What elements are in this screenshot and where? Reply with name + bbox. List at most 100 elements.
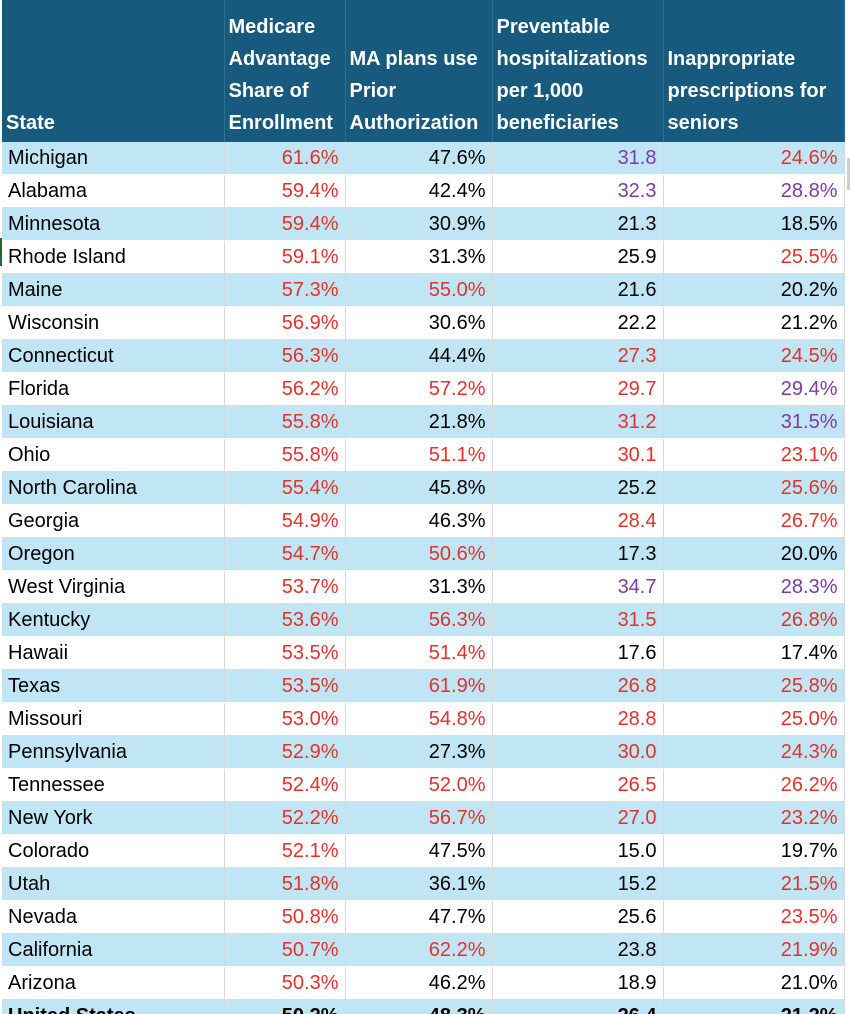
state-cell[interactable]: Rhode Island: [2, 240, 225, 274]
state-cell[interactable]: Utah: [2, 867, 225, 901]
state-cell[interactable]: Colorado: [2, 834, 225, 868]
state-cell[interactable]: Georgia: [2, 504, 225, 538]
ma-share-cell[interactable]: 53.7%: [224, 570, 346, 604]
hospitalizations-cell[interactable]: 21.6: [492, 273, 664, 307]
prior-auth-cell[interactable]: 45.8%: [345, 471, 493, 505]
state-cell[interactable]: West Virginia: [2, 570, 225, 604]
prescriptions-cell[interactable]: 21.5%: [663, 867, 845, 901]
prior-auth-cell[interactable]: 42.4%: [345, 174, 493, 208]
ma-share-cell[interactable]: 53.6%: [224, 603, 346, 637]
prior-auth-cell[interactable]: 50.6%: [345, 537, 493, 571]
prescriptions-cell[interactable]: 23.5%: [663, 900, 845, 934]
hospitalizations-cell[interactable]: 25.2: [492, 471, 664, 505]
state-cell[interactable]: Louisiana: [2, 405, 225, 439]
hospitalizations-cell[interactable]: 25.9: [492, 240, 664, 274]
prior-auth-cell[interactable]: 51.1%: [345, 438, 493, 472]
scrollbar-edge[interactable]: [847, 158, 850, 190]
hospitalizations-cell[interactable]: 26.5: [492, 768, 664, 802]
prior-auth-cell[interactable]: 27.3%: [345, 735, 493, 769]
hospitalizations-cell[interactable]: 17.3: [492, 537, 664, 571]
header-prior-authorization[interactable]: MA plans use Prior Authorization: [345, 0, 493, 142]
hospitalizations-cell[interactable]: 30.0: [492, 735, 664, 769]
ma-share-cell[interactable]: 61.6%: [224, 142, 346, 175]
ma-share-cell[interactable]: 53.0%: [224, 702, 346, 736]
ma-share-cell[interactable]: 52.4%: [224, 768, 346, 802]
ma-share-cell[interactable]: 59.4%: [224, 174, 346, 208]
prior-auth-cell[interactable]: 36.1%: [345, 867, 493, 901]
ma-share-cell[interactable]: 51.8%: [224, 867, 346, 901]
hospitalizations-cell[interactable]: 23.8: [492, 933, 664, 967]
prescriptions-cell[interactable]: 21.2%: [663, 999, 845, 1014]
hospitalizations-cell[interactable]: 18.9: [492, 966, 664, 1000]
state-cell[interactable]: Tennessee: [2, 768, 225, 802]
header-inappropriate-prescriptions[interactable]: Inappropriate prescriptions for seniors: [663, 0, 845, 142]
prescriptions-cell[interactable]: 20.0%: [663, 537, 845, 571]
state-cell[interactable]: Arizona: [2, 966, 225, 1000]
prescriptions-cell[interactable]: 28.8%: [663, 174, 845, 208]
hospitalizations-cell[interactable]: 29.7: [492, 372, 664, 406]
hospitalizations-cell[interactable]: 34.7: [492, 570, 664, 604]
prescriptions-cell[interactable]: 25.6%: [663, 471, 845, 505]
hospitalizations-cell[interactable]: 15.0: [492, 834, 664, 868]
header-state[interactable]: State: [2, 0, 225, 142]
ma-share-cell[interactable]: 52.9%: [224, 735, 346, 769]
prior-auth-cell[interactable]: 30.6%: [345, 306, 493, 340]
state-cell[interactable]: Wisconsin: [2, 306, 225, 340]
state-cell[interactable]: Hawaii: [2, 636, 225, 670]
prior-auth-cell[interactable]: 47.7%: [345, 900, 493, 934]
prior-auth-cell[interactable]: 54.8%: [345, 702, 493, 736]
prior-auth-cell[interactable]: 62.2%: [345, 933, 493, 967]
hospitalizations-cell[interactable]: 15.2: [492, 867, 664, 901]
prescriptions-cell[interactable]: 17.4%: [663, 636, 845, 670]
hospitalizations-cell[interactable]: 27.0: [492, 801, 664, 835]
prior-auth-cell[interactable]: 52.0%: [345, 768, 493, 802]
state-cell[interactable]: Ohio: [2, 438, 225, 472]
hospitalizations-cell[interactable]: 25.6: [492, 900, 664, 934]
ma-share-cell[interactable]: 59.1%: [224, 240, 346, 274]
ma-share-cell[interactable]: 55.8%: [224, 405, 346, 439]
prior-auth-cell[interactable]: 31.3%: [345, 570, 493, 604]
prescriptions-cell[interactable]: 23.1%: [663, 438, 845, 472]
state-cell[interactable]: Nevada: [2, 900, 225, 934]
prescriptions-cell[interactable]: 25.8%: [663, 669, 845, 703]
ma-share-cell[interactable]: 50.3%: [224, 966, 346, 1000]
prior-auth-cell[interactable]: 57.2%: [345, 372, 493, 406]
hospitalizations-cell[interactable]: 21.3: [492, 207, 664, 241]
ma-share-cell[interactable]: 55.8%: [224, 438, 346, 472]
prior-auth-cell[interactable]: 30.9%: [345, 207, 493, 241]
ma-share-cell[interactable]: 55.4%: [224, 471, 346, 505]
prescriptions-cell[interactable]: 21.9%: [663, 933, 845, 967]
prior-auth-cell[interactable]: 48.3%: [345, 999, 493, 1014]
prior-auth-cell[interactable]: 46.2%: [345, 966, 493, 1000]
ma-share-cell[interactable]: 54.7%: [224, 537, 346, 571]
prescriptions-cell[interactable]: 23.2%: [663, 801, 845, 835]
hospitalizations-cell[interactable]: 30.1: [492, 438, 664, 472]
state-cell[interactable]: United States: [2, 999, 225, 1014]
state-cell[interactable]: California: [2, 933, 225, 967]
hospitalizations-cell[interactable]: 27.3: [492, 339, 664, 373]
prior-auth-cell[interactable]: 51.4%: [345, 636, 493, 670]
prior-auth-cell[interactable]: 31.3%: [345, 240, 493, 274]
ma-share-cell[interactable]: 50.7%: [224, 933, 346, 967]
hospitalizations-cell[interactable]: 32.3: [492, 174, 664, 208]
ma-share-cell[interactable]: 50.8%: [224, 900, 346, 934]
prescriptions-cell[interactable]: 21.2%: [663, 306, 845, 340]
prescriptions-cell[interactable]: 31.5%: [663, 405, 845, 439]
hospitalizations-cell[interactable]: 28.8: [492, 702, 664, 736]
ma-share-cell[interactable]: 52.1%: [224, 834, 346, 868]
ma-share-cell[interactable]: 54.9%: [224, 504, 346, 538]
ma-share-cell[interactable]: 50.2%: [224, 999, 346, 1014]
prescriptions-cell[interactable]: 29.4%: [663, 372, 845, 406]
prescriptions-cell[interactable]: 24.3%: [663, 735, 845, 769]
ma-share-cell[interactable]: 53.5%: [224, 669, 346, 703]
state-cell[interactable]: Missouri: [2, 702, 225, 736]
prescriptions-cell[interactable]: 24.6%: [663, 142, 845, 175]
state-cell[interactable]: Pennsylvania: [2, 735, 225, 769]
state-cell[interactable]: Michigan: [2, 142, 225, 175]
hospitalizations-cell[interactable]: 31.8: [492, 142, 664, 175]
prior-auth-cell[interactable]: 46.3%: [345, 504, 493, 538]
hospitalizations-cell[interactable]: 31.2: [492, 405, 664, 439]
state-cell[interactable]: Minnesota: [2, 207, 225, 241]
prior-auth-cell[interactable]: 56.3%: [345, 603, 493, 637]
state-cell[interactable]: Oregon: [2, 537, 225, 571]
